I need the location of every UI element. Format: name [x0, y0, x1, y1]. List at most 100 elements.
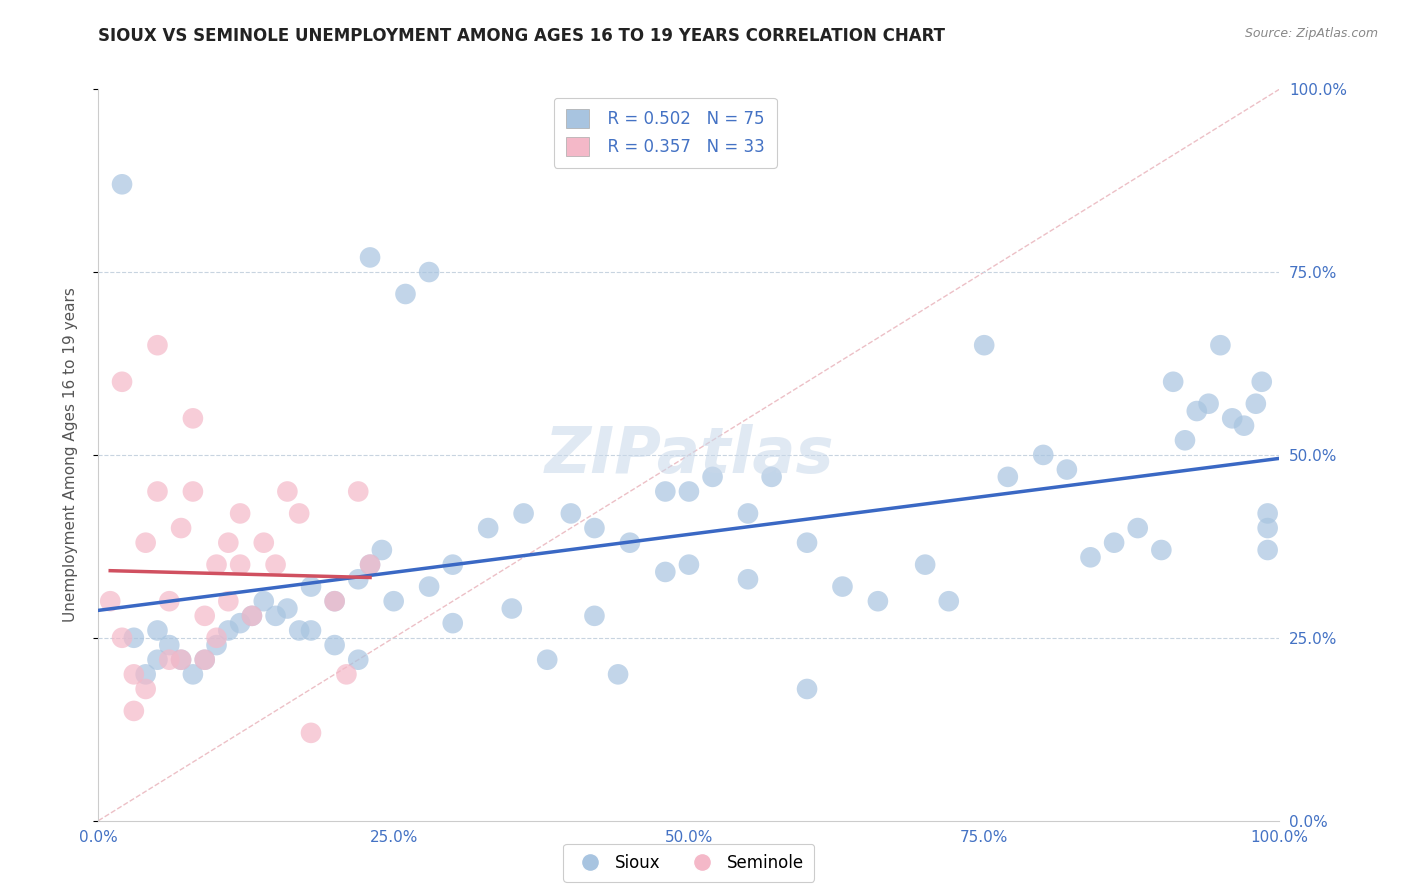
Point — [288, 507, 311, 521]
Point — [135, 667, 157, 681]
Point — [276, 601, 298, 615]
Point — [501, 601, 523, 615]
Point — [229, 507, 252, 521]
Point — [264, 608, 287, 623]
Point — [194, 653, 217, 667]
Point — [229, 616, 252, 631]
Point — [938, 594, 960, 608]
Y-axis label: Unemployment Among Ages 16 to 19 years: Unemployment Among Ages 16 to 19 years — [63, 287, 77, 623]
Point — [146, 484, 169, 499]
Legend: Sioux, Seminole: Sioux, Seminole — [564, 844, 814, 882]
Point — [583, 608, 606, 623]
Point — [111, 631, 134, 645]
Point — [299, 624, 322, 638]
Point — [157, 638, 180, 652]
Point — [1244, 397, 1267, 411]
Point — [181, 667, 204, 681]
Point — [122, 631, 145, 645]
Point — [323, 594, 346, 608]
Point — [1032, 448, 1054, 462]
Point — [702, 470, 724, 484]
Point — [98, 594, 121, 608]
Point — [654, 565, 676, 579]
Point — [217, 594, 239, 608]
Point — [997, 470, 1019, 484]
Point — [1102, 535, 1125, 549]
Point — [135, 535, 157, 549]
Point — [157, 653, 180, 667]
Point — [394, 287, 416, 301]
Point — [654, 484, 676, 499]
Point — [1257, 543, 1279, 558]
Point — [299, 726, 322, 740]
Point — [678, 558, 700, 572]
Point — [347, 484, 370, 499]
Point — [111, 178, 134, 192]
Point — [1257, 507, 1279, 521]
Point — [737, 572, 759, 586]
Point — [253, 594, 276, 608]
Point — [371, 543, 394, 558]
Point — [382, 594, 405, 608]
Point — [1257, 521, 1279, 535]
Text: ZIPatlas: ZIPatlas — [544, 424, 834, 486]
Point — [477, 521, 499, 535]
Point — [276, 484, 298, 499]
Point — [1056, 462, 1078, 476]
Point — [323, 638, 346, 652]
Point — [441, 558, 464, 572]
Point — [205, 558, 228, 572]
Point — [1174, 434, 1197, 448]
Point — [181, 484, 204, 499]
Point — [973, 338, 995, 352]
Point — [1209, 338, 1232, 352]
Point — [737, 507, 759, 521]
Point — [796, 681, 818, 696]
Point — [335, 667, 357, 681]
Point — [111, 375, 134, 389]
Point — [288, 624, 311, 638]
Point — [347, 572, 370, 586]
Point — [619, 535, 641, 549]
Point — [194, 608, 217, 623]
Point — [418, 265, 440, 279]
Point — [253, 535, 276, 549]
Point — [264, 558, 287, 572]
Point — [914, 558, 936, 572]
Point — [359, 558, 381, 572]
Point — [1233, 418, 1256, 433]
Point — [135, 681, 157, 696]
Point — [146, 624, 169, 638]
Point — [536, 653, 558, 667]
Point — [240, 608, 263, 623]
Point — [1198, 397, 1220, 411]
Point — [122, 704, 145, 718]
Point — [217, 624, 239, 638]
Point — [796, 535, 818, 549]
Point — [560, 507, 582, 521]
Point — [229, 558, 252, 572]
Point — [181, 411, 204, 425]
Point — [347, 653, 370, 667]
Point — [1250, 375, 1272, 389]
Point — [1220, 411, 1243, 425]
Point — [217, 535, 239, 549]
Point — [194, 653, 217, 667]
Point — [441, 616, 464, 631]
Text: SIOUX VS SEMINOLE UNEMPLOYMENT AMONG AGES 16 TO 19 YEARS CORRELATION CHART: SIOUX VS SEMINOLE UNEMPLOYMENT AMONG AGE… — [98, 27, 945, 45]
Point — [607, 667, 630, 681]
Point — [866, 594, 889, 608]
Point — [1161, 375, 1184, 389]
Point — [240, 608, 263, 623]
Point — [323, 594, 346, 608]
Point — [170, 521, 193, 535]
Point — [146, 653, 169, 667]
Point — [170, 653, 193, 667]
Point — [761, 470, 783, 484]
Point — [359, 251, 381, 265]
Point — [170, 653, 193, 667]
Point — [205, 638, 228, 652]
Point — [418, 580, 440, 594]
Point — [583, 521, 606, 535]
Point — [1185, 404, 1208, 418]
